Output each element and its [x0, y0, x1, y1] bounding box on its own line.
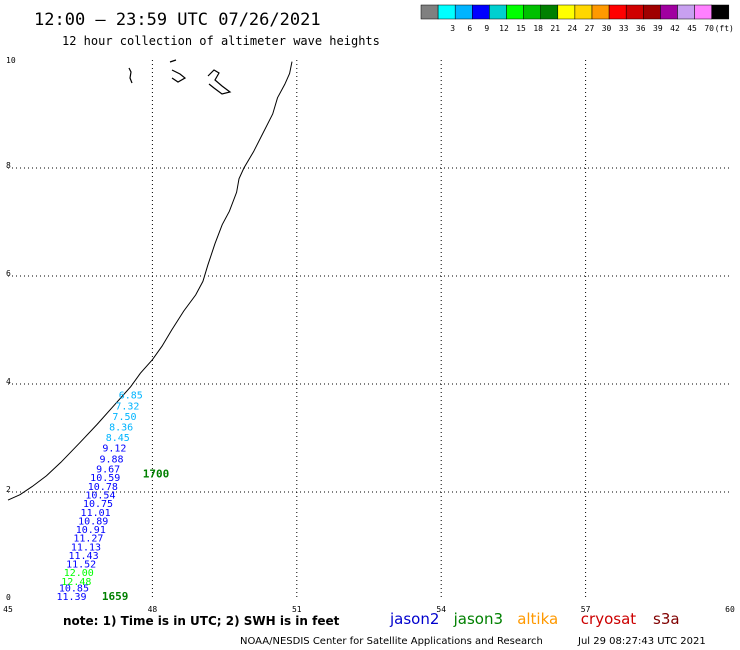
legend-swatch	[506, 4, 524, 20]
satellite-name-jason2: jason2	[389, 610, 439, 628]
legend-label: 30	[602, 24, 612, 33]
wave-height-label: 10.54	[85, 490, 115, 501]
legend-label: 15	[516, 24, 526, 33]
legend-label: 45	[687, 24, 697, 33]
island-shape	[207, 69, 232, 95]
legend-swatch	[608, 4, 627, 20]
legend-swatch	[574, 4, 593, 20]
x-tick-label: 48	[148, 605, 158, 614]
wave-height-label: 10.78	[88, 482, 118, 493]
y-tick-label: 2	[6, 485, 11, 494]
legend-label: 18	[533, 24, 543, 33]
legend-swatch	[677, 4, 695, 20]
legend-swatch	[489, 4, 507, 20]
satellite-key: jason2 jason3 altika cryosat s3a	[389, 610, 680, 628]
x-tick-label: 45	[3, 605, 13, 614]
satellite-name-jason3: jason3	[453, 610, 503, 628]
island-shape	[128, 67, 133, 84]
wave-height-label: 8.45	[106, 433, 130, 444]
wave-height-label: 7.32	[115, 401, 139, 412]
legend-swatch	[591, 4, 610, 20]
x-tick-label: 54	[436, 605, 446, 614]
map-grid	[8, 60, 730, 600]
wave-height-label: 12.00	[64, 568, 94, 579]
island-shape	[169, 59, 187, 83]
legend-label: 24	[568, 24, 578, 33]
wave-height-label: 11.43	[69, 551, 99, 562]
wave-height-label: 6.85	[119, 391, 143, 402]
footer-note: note: 1) Time is in UTC; 2) SWH is in fe…	[63, 614, 340, 628]
legend-swatch	[660, 4, 678, 20]
wave-height-label: 9.12	[102, 444, 126, 455]
legend-swatch	[643, 4, 661, 20]
wave-height-label: 8.36	[109, 422, 133, 433]
time-labels: 1700 1659	[102, 467, 169, 603]
color-scale-legend: 3 6 9 12 15 18 21 24 27 30 33 36 39 42 45 70 (ft)	[420, 4, 734, 33]
legend-swatch	[694, 4, 712, 20]
wave-height-label: 10.75	[83, 499, 113, 510]
legend-label: 6	[467, 24, 472, 33]
wave-height-label: 11.13	[71, 542, 101, 553]
legend-swatch	[523, 4, 541, 20]
satellite-name-altika: altika	[517, 610, 558, 628]
legend-label: 9	[484, 24, 489, 33]
time-label: 1700	[143, 467, 170, 480]
wave-height-label: 9.88	[99, 454, 123, 465]
time-label: 1659	[102, 590, 129, 603]
legend-label: 27	[585, 24, 595, 33]
legend-label: 42	[670, 24, 680, 33]
x-tick-label: 60	[725, 605, 735, 614]
legend-swatch	[420, 4, 439, 20]
map-title: 12:00 — 23:59 UTC 07/26/2021	[34, 10, 321, 30]
wave-height-label: 7.50	[112, 412, 136, 423]
wave-height-label: 11.39	[56, 592, 86, 603]
x-tick-label: 51	[292, 605, 302, 614]
wave-height-observations: 6.857.327.508.368.459.129.889.6710.5910.…	[56, 391, 142, 603]
wave-height-label: 11.52	[66, 560, 96, 571]
y-tick-label: 8	[6, 161, 11, 170]
legend-label: 36	[636, 24, 646, 33]
legend-label: 70	[704, 24, 714, 33]
legend-swatch	[454, 4, 473, 20]
legend-label: 12	[499, 24, 509, 33]
map-subtitle: 12 hour collection of altimeter wave hei…	[62, 34, 380, 48]
y-tick-label: 10	[6, 56, 16, 65]
wave-height-label: 10.91	[76, 525, 106, 536]
credit-text: NOAA/NESDIS Center for Satellite Applica…	[240, 636, 543, 647]
legend-swatch	[437, 4, 456, 20]
legend-swatch	[540, 4, 559, 20]
wave-height-label: 9.67	[96, 465, 120, 476]
axis-ticks: 45 48 51 54 57 60 0 2 4 6 8 10	[3, 56, 735, 614]
y-tick-label: 4	[6, 377, 11, 386]
legend-swatch	[557, 4, 576, 20]
legend-label: 39	[653, 24, 663, 33]
wave-height-label: 10.59	[90, 473, 120, 484]
legend-label: (ft)	[715, 24, 734, 33]
wave-height-label: 10.89	[78, 516, 108, 527]
satellite-name-s3a: s3a	[653, 610, 680, 628]
legend-label: 21	[550, 24, 560, 33]
legend-swatch	[472, 4, 490, 20]
wave-height-label: 11.27	[73, 534, 103, 545]
legend-swatch	[711, 4, 730, 20]
timestamp-text: Jul 29 08:27:43 UTC 2021	[577, 636, 706, 647]
wave-height-label: 11.01	[81, 508, 111, 519]
wave-height-label: 12.48	[61, 577, 91, 588]
y-tick-label: 0	[6, 593, 11, 602]
x-tick-label: 57	[581, 605, 591, 614]
wave-height-label: 10.85	[59, 583, 89, 594]
y-tick-label: 6	[6, 269, 11, 278]
islands	[128, 59, 232, 95]
legend-label: 3	[450, 24, 455, 33]
coastline	[7, 61, 293, 501]
legend-swatch	[625, 4, 644, 20]
legend-label: 33	[619, 24, 629, 33]
satellite-name-cryosat: cryosat	[581, 610, 636, 628]
